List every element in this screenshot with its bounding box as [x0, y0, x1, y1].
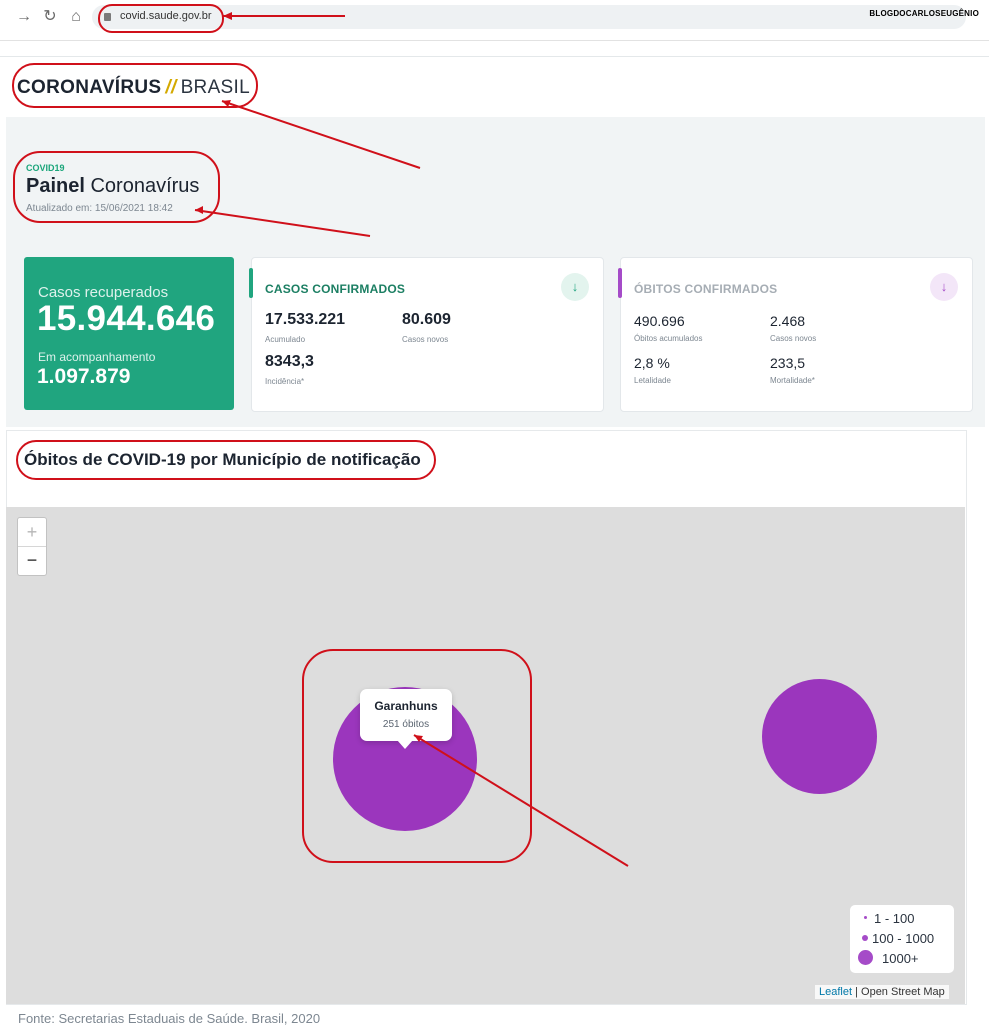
- address-bar[interactable]: covid.saude.gov.br: [92, 5, 966, 29]
- deaths-mortality-value: 233,5: [770, 355, 806, 371]
- site-logo[interactable]: CORONAVÍRUS//BRASIL: [17, 77, 250, 99]
- follow-up-value: 1.097.879: [37, 365, 131, 388]
- deaths-lethality-value: 2,8 %: [634, 355, 670, 371]
- logo-primary-text: CORONAVÍRUS: [17, 77, 162, 98]
- popup-municipality: Garanhuns: [374, 699, 438, 713]
- map-popup: Garanhuns 251 óbitos: [360, 689, 452, 741]
- cases-incidence-label: Incidência*: [265, 377, 305, 386]
- follow-up-label: Em acompanhamento: [38, 350, 156, 364]
- confirmed-cases-card: CASOS CONFIRMADOS ↓ 17.533.221 Acumulado…: [249, 257, 604, 412]
- deaths-new-label: Casos novos: [770, 334, 817, 343]
- legend-dot-medium: [862, 935, 868, 941]
- page-title-rest: Coronavírus: [90, 175, 200, 197]
- forward-arrow-icon[interactable]: →: [16, 8, 32, 25]
- popup-deaths-count: 251 óbitos: [382, 719, 430, 730]
- site-header: CORONAVÍRUS//BRASIL: [0, 57, 989, 117]
- zoom-control: + −: [17, 517, 47, 576]
- deaths-lethality-label: Letalidade: [634, 376, 671, 385]
- zoom-in-button[interactable]: +: [18, 518, 46, 547]
- divider: [0, 56, 989, 57]
- cases-accumulated-value: 17.533.221: [265, 311, 346, 328]
- map-title: Óbitos de COVID-19 por Município de noti…: [24, 450, 421, 469]
- cases-card-title: CASOS CONFIRMADOS: [265, 282, 406, 296]
- deaths-accumulated-label: Óbitos acumulados: [634, 334, 703, 343]
- data-source: Fonte: Secretarias Estaduais de Saúde. B…: [18, 1011, 321, 1026]
- cases-new-value: 80.609: [402, 311, 451, 328]
- logo-separator: //: [165, 77, 177, 98]
- cases-incidence-value: 8343,3: [265, 353, 314, 370]
- lock-icon: [104, 13, 111, 21]
- legend-item: 100 - 1000: [872, 931, 935, 946]
- map-attribution: Leaflet | Open Street Map: [815, 985, 949, 999]
- map-legend: 1 - 100 100 - 1000 1000+: [850, 905, 954, 973]
- arrow-down-icon[interactable]: ↓: [930, 273, 958, 301]
- arrow-down-icon[interactable]: ↓: [561, 273, 589, 301]
- attribution-separator: |: [855, 986, 858, 998]
- recovered-value: 15.944.646: [37, 299, 216, 338]
- card-accent-bar: [618, 268, 622, 298]
- zoom-out-button[interactable]: −: [26, 550, 38, 570]
- recovered-card: Casos recuperados 15.944.646 Em acompanh…: [24, 257, 234, 410]
- legend-dot-large: [858, 950, 873, 965]
- popup-tip: [397, 740, 413, 749]
- watermark: BLOGDOCARLOSEUGÊNIO: [869, 9, 979, 18]
- updated-timestamp: Atualizado em: 15/06/2021 18:42: [26, 203, 173, 214]
- osm-attribution: Open Street Map: [861, 986, 945, 998]
- url-text: covid.saude.gov.br: [120, 10, 212, 22]
- deaths-mortality-label: Mortalidade*: [770, 376, 815, 385]
- confirmed-deaths-card: ÓBITOS CONFIRMADOS ↓ 490.696 Óbitos acum…: [618, 257, 973, 412]
- cases-new-label: Casos novos: [402, 335, 449, 344]
- deaths-new-value: 2.468: [770, 313, 806, 329]
- browser-toolbar: → ↻ ⌂ covid.saude.gov.br BLOGDOCARLOSEUG…: [0, 0, 989, 34]
- home-icon[interactable]: ⌂: [71, 8, 81, 25]
- cases-accumulated-label: Acumulado: [265, 335, 306, 344]
- reload-icon[interactable]: ↻: [43, 8, 57, 25]
- page-title-bold: Painel: [26, 175, 85, 197]
- divider: [0, 40, 989, 41]
- covid-tag: COVID19: [26, 163, 65, 173]
- deaths-accumulated-value: 490.696: [634, 313, 685, 329]
- recovered-label: Casos recuperados: [38, 284, 169, 301]
- deaths-card-title: ÓBITOS CONFIRMADOS: [634, 282, 778, 296]
- leaflet-link[interactable]: Leaflet: [819, 986, 853, 998]
- legend-dot-small: [864, 916, 867, 919]
- municipality-bubble[interactable]: [762, 679, 877, 794]
- card-accent-bar: [249, 268, 253, 298]
- legend-item: 1 - 100: [874, 911, 915, 926]
- page-title: Painel Coronavírus: [26, 175, 199, 198]
- legend-item: 1000+: [882, 951, 919, 966]
- logo-secondary-text: BRASIL: [180, 77, 250, 98]
